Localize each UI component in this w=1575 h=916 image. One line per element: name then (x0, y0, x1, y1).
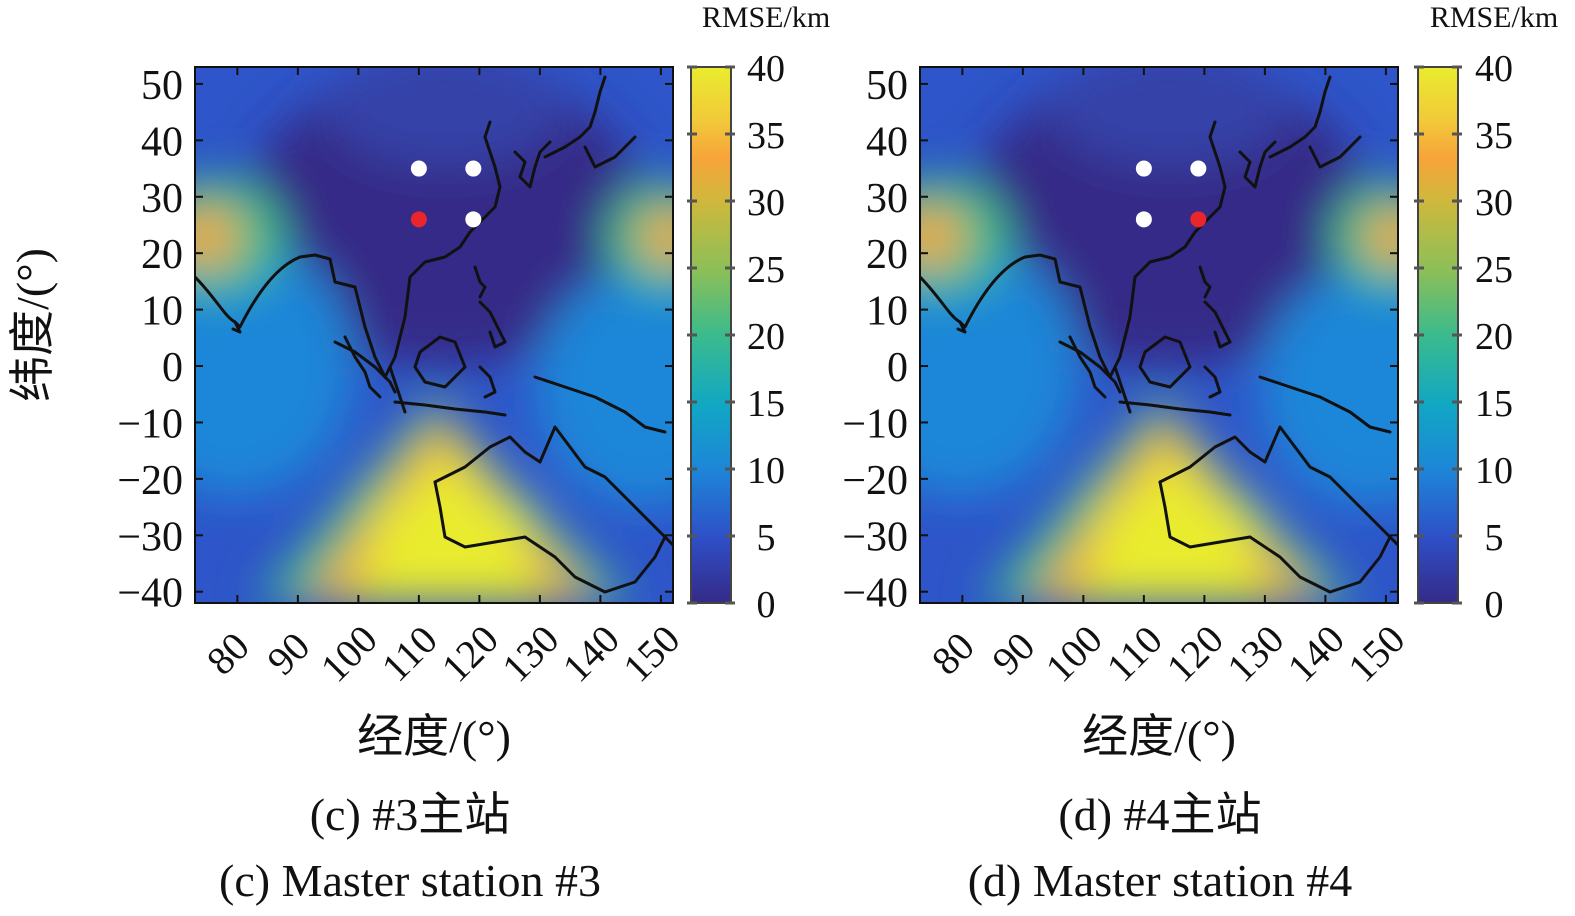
x-tick-label: 140 (1279, 616, 1353, 690)
y-tick-label: −30 (842, 514, 908, 560)
master-station-marker (1190, 211, 1207, 228)
colorbar-tick-label: 20 (747, 316, 785, 358)
master-station-marker (410, 211, 427, 228)
colorbar: 0 5 10 15 20 25 30 35 40 RMSE/km (1414, 1, 1558, 626)
x-tick-label: 100 (312, 616, 386, 690)
y-tick-label: 10 (141, 289, 183, 335)
colorbar-tick-label: 25 (747, 249, 785, 291)
plot-frame (194, 66, 674, 604)
x-tick-label: 140 (554, 616, 628, 690)
colorbar-tick-label: 10 (747, 450, 785, 492)
colorbar-tick-label: 15 (747, 383, 785, 425)
y-tick-label: 50 (866, 63, 908, 109)
y-tick-label: 30 (141, 176, 183, 222)
x-tick-label: 90 (983, 623, 1043, 683)
colorbar-tick-label: 5 (757, 517, 776, 559)
colorbar-tick-label: 40 (747, 48, 785, 90)
colorbar-tick-label: 30 (747, 182, 785, 224)
y-tick-label: −20 (117, 458, 183, 504)
x-tick-label: 130 (1218, 616, 1292, 690)
rmse-heatmap (840, 47, 1480, 603)
caption-en: (c) Master station #3 (219, 855, 601, 906)
colorbar-tick-label: 30 (1475, 182, 1513, 224)
y-tick-label: 10 (866, 289, 908, 335)
colorbar-tick-label: 20 (1475, 316, 1513, 358)
colorbar-tick-label: 40 (1475, 48, 1513, 90)
y-tick-label: −40 (117, 571, 183, 617)
y-tick-label: 0 (887, 345, 908, 391)
y-tick-label: 20 (141, 232, 183, 278)
x-tick-label: 110 (373, 617, 446, 690)
colorbar-tick-label: 0 (1485, 584, 1504, 626)
x-tick-label: 90 (258, 623, 318, 683)
colorbar-tick-label: 35 (747, 115, 785, 157)
colorbar-tick-label: 5 (1485, 517, 1504, 559)
y-tick-label: −10 (117, 401, 183, 447)
x-tick-label: 130 (493, 616, 567, 690)
y-tick-label: −20 (842, 458, 908, 504)
station-marker (465, 211, 482, 228)
station-marker (1135, 211, 1152, 228)
x-tick-label: 80 (923, 623, 983, 683)
colorbar-tick-label: 10 (1475, 450, 1513, 492)
colorbar-tick-label: 25 (1475, 249, 1513, 291)
colorbar-tick-label: 35 (1475, 115, 1513, 157)
y-tick-label: 30 (866, 176, 908, 222)
x-tick-label: 110 (1098, 617, 1171, 690)
y-tick-label: −40 (842, 571, 908, 617)
rmse-heatmap (115, 47, 755, 603)
y-tick-label: −10 (842, 401, 908, 447)
station-marker (410, 160, 427, 177)
x-axis-label: 经度/(°) (357, 711, 511, 762)
station-marker (1190, 160, 1207, 177)
y-tick-label: 20 (866, 232, 908, 278)
x-tick-label: 80 (198, 623, 258, 683)
colorbar-tick-label: 0 (757, 584, 776, 626)
colorbar-title: RMSE/km (702, 1, 830, 34)
x-tick-label: 120 (1158, 616, 1232, 690)
heatmap-area (840, 47, 1480, 603)
x-tick-label: 150 (614, 616, 688, 690)
plot-frame (919, 66, 1399, 604)
caption-en: (d) Master station #4 (968, 855, 1353, 906)
colorbar: 0 5 10 15 20 25 30 35 40 RMSE/km (687, 1, 830, 626)
heatmap-area (115, 47, 755, 603)
y-tick-label: 40 (866, 119, 908, 165)
y-tick-label: −30 (117, 514, 183, 560)
x-tick-label: 150 (1339, 616, 1413, 690)
caption-zh: (c) #3主站 (310, 789, 511, 840)
y-axis-label: 纬度/(°) (7, 248, 58, 402)
y-tick-label: 40 (141, 119, 183, 165)
station-marker (465, 160, 482, 177)
station-marker (1135, 160, 1152, 177)
y-tick-label: 50 (141, 63, 183, 109)
colorbar-title: RMSE/km (1430, 1, 1558, 34)
caption-zh: (d) #4主站 (1058, 789, 1261, 840)
x-axis-label: 经度/(°) (1082, 711, 1236, 762)
colorbar-tick-label: 15 (1475, 383, 1513, 425)
y-tick-label: 0 (162, 345, 183, 391)
x-tick-label: 120 (433, 616, 507, 690)
x-tick-label: 100 (1037, 616, 1111, 690)
